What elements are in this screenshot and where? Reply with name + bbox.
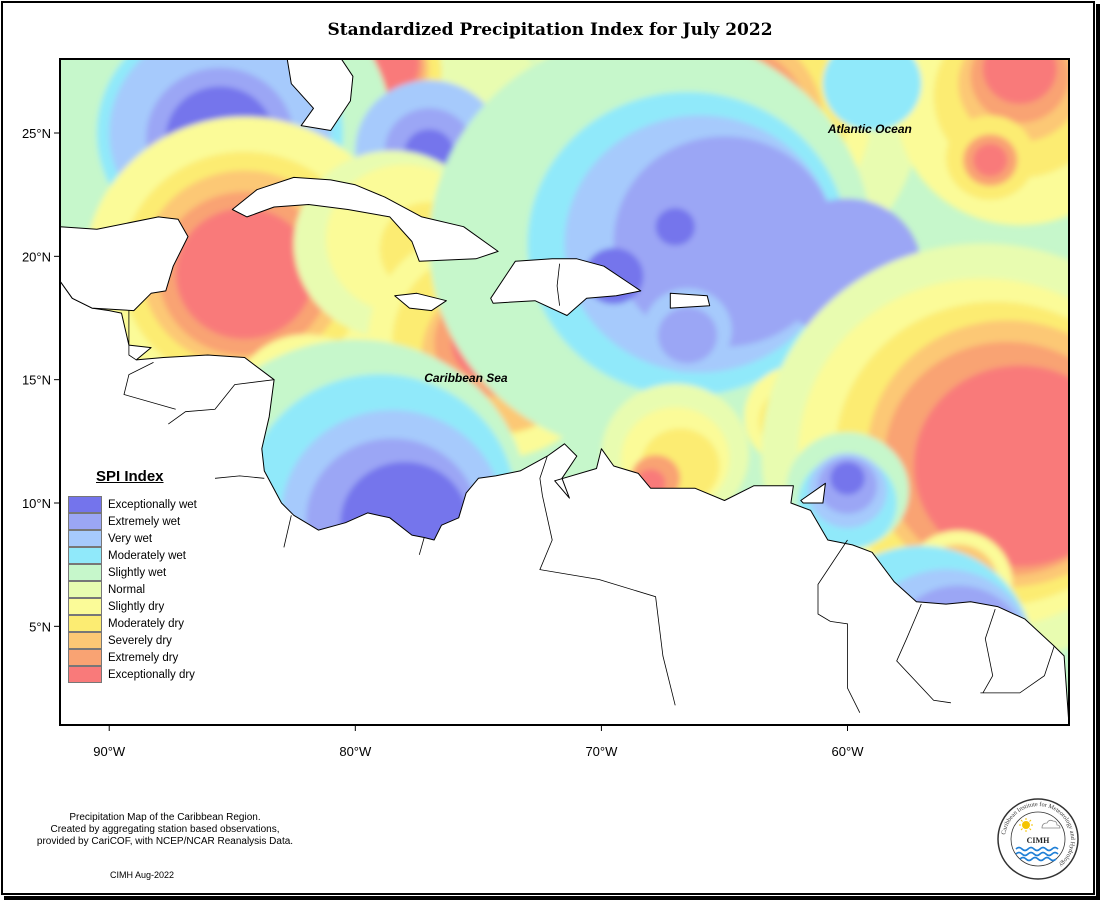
country-border — [214, 475, 265, 479]
legend-item: Extremely wet — [68, 513, 218, 530]
legend-swatch — [68, 598, 102, 615]
waves-icon — [1015, 846, 1059, 862]
legend-title: SPI Index — [96, 468, 164, 485]
legend-label: Very wet — [108, 532, 153, 545]
legend-label: Extremely wet — [108, 515, 181, 528]
legend-swatch — [68, 530, 102, 547]
legend-item: Severely dry — [68, 632, 218, 649]
legend-label: Severely dry — [108, 634, 172, 647]
map-title: Standardized Precipitation Index for Jul… — [327, 20, 773, 40]
frame-shadow-bottom — [4, 896, 1100, 900]
country-border — [283, 515, 292, 548]
sun-icon — [1019, 818, 1033, 832]
legend-item: Exceptionally wet — [68, 496, 218, 513]
frame-shadow-right — [1096, 4, 1100, 900]
x-tick-label: 70°W — [585, 744, 618, 759]
legend-label: Moderately wet — [108, 549, 186, 562]
legend-swatch — [68, 649, 102, 666]
cimh-logo: Caribbean Institute for Meteorology and … — [997, 798, 1079, 880]
legend-item: Moderately dry — [68, 615, 218, 632]
landmass — [60, 216, 189, 312]
plot-area — [60, 59, 1069, 725]
country-border — [817, 539, 861, 713]
spi-patch — [913, 365, 1069, 567]
legend-swatch — [68, 564, 102, 581]
spi-patch — [822, 59, 922, 131]
cloud-icon — [1041, 819, 1061, 829]
country-border — [980, 645, 1055, 694]
legend-item: Exceptionally dry — [68, 666, 218, 683]
legend-item: Slightly dry — [68, 598, 218, 615]
spi-patch — [982, 59, 1057, 104]
country-border — [168, 379, 275, 425]
legend-item: Slightly wet — [68, 564, 218, 581]
y-tick-label: 10°N — [22, 496, 51, 511]
legend-swatch — [68, 513, 102, 530]
y-tick-label: 20°N — [22, 249, 51, 264]
country-borders — [123, 263, 1055, 713]
spi-legend: SPI Index Exceptionally wet Extremely wet… — [68, 468, 218, 683]
legend-label: Slightly dry — [108, 600, 165, 613]
axis-ticks: 90°W 80°W 70°W 60°W 25°N 20°N 15°N 10°N 5°N — [22, 126, 864, 759]
legend-label: Exceptionally wet — [108, 498, 197, 511]
x-tick-label: 60°W — [832, 744, 865, 759]
legend-swatch — [68, 615, 102, 632]
landmass — [231, 176, 499, 262]
legend-label: Normal — [108, 583, 146, 596]
legend-swatch — [68, 632, 102, 649]
country-border — [982, 608, 996, 694]
caption-line: provided by CariCOF, with NCEP/NCAR Rean… — [36, 836, 294, 847]
legend-swatch — [68, 547, 102, 564]
country-border — [123, 362, 176, 410]
spi-patch — [973, 143, 1008, 177]
atlantic-ocean-label: Atlantic Ocean — [827, 122, 912, 136]
legend-items: Exceptionally wet Extremely wet Very wet Mo… — [68, 496, 218, 683]
landmass — [286, 59, 354, 131]
caption-line: Created by aggregating station based obs… — [50, 824, 280, 835]
legend-item: Very wet — [68, 530, 218, 547]
caption-line: Precipitation Map of the Caribbean Regio… — [69, 812, 261, 823]
country-border — [539, 455, 676, 706]
legend-item: Extremely dry — [68, 649, 218, 666]
landmass — [394, 292, 447, 312]
x-tick-label: 80°W — [339, 744, 372, 759]
legend-item: Normal — [68, 581, 218, 598]
credit-text: CIMH Aug-2022 — [110, 870, 175, 880]
legend-swatch — [68, 666, 102, 683]
landmass — [669, 292, 711, 309]
y-tick-label: 25°N — [22, 126, 51, 141]
legend-label: Exceptionally dry — [108, 668, 195, 681]
country-border — [128, 310, 137, 361]
y-tick-label: 5°N — [29, 619, 51, 634]
legend-label: Extremely dry — [108, 651, 179, 664]
map-caption: Precipitation Map of the Caribbean Regio… — [0, 812, 330, 848]
legend-label: Slightly wet — [108, 566, 167, 579]
x-tick-label: 90°W — [93, 744, 126, 759]
landmass — [490, 258, 642, 316]
y-tick-label: 15°N — [22, 373, 51, 388]
legend-label: Moderately dry — [108, 617, 185, 630]
spi-patch — [658, 307, 718, 364]
spi-patch — [175, 208, 314, 340]
country-border — [896, 603, 951, 704]
legend-item: Moderately wet — [68, 547, 218, 564]
country-border — [418, 537, 425, 555]
caribbean-sea-label: Caribbean Sea — [424, 371, 508, 385]
logo-acronym: CIMH — [1027, 836, 1050, 845]
legend-swatch — [68, 496, 102, 513]
landmass — [800, 482, 826, 504]
spi-patch — [655, 208, 695, 246]
legend-swatch — [68, 581, 102, 598]
country-border — [556, 263, 560, 306]
spi-patch — [830, 461, 865, 495]
plot-border — [59, 58, 1070, 726]
land-masses — [60, 59, 1069, 725]
